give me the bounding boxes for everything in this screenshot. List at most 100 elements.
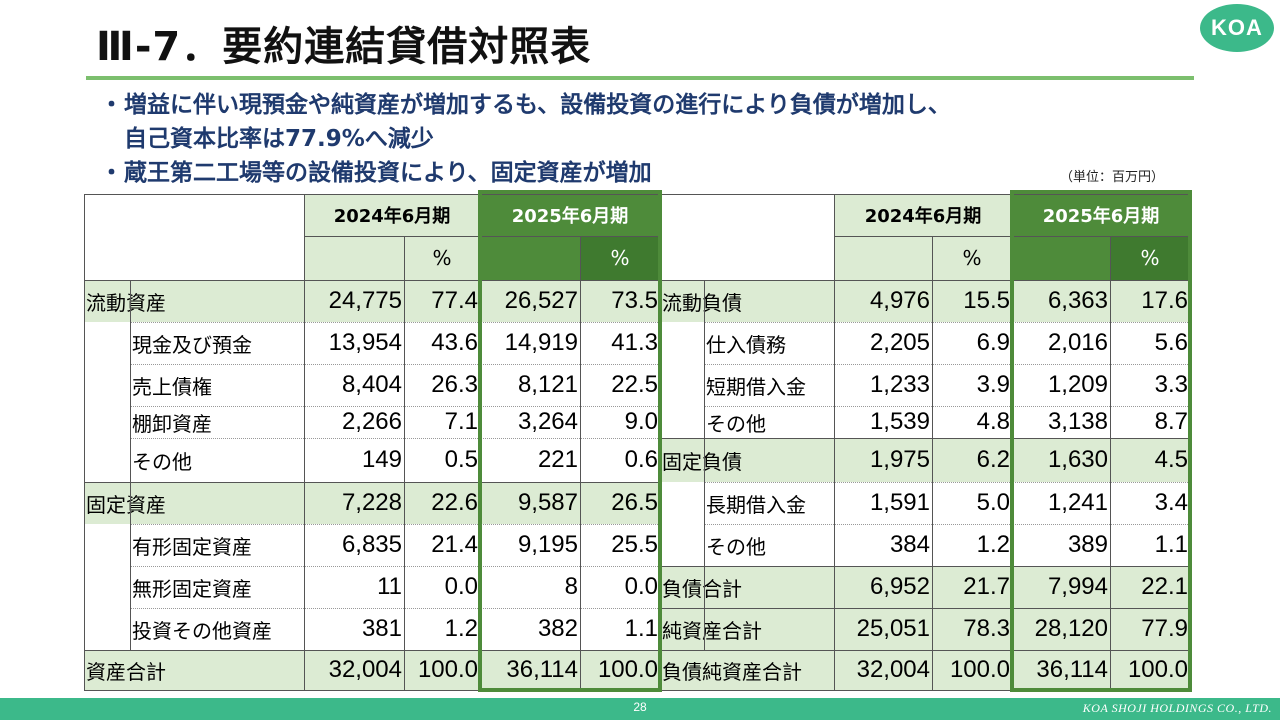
asset-value-2024: 6,835 <box>341 531 402 558</box>
highlight-frame-2025-left <box>478 190 662 692</box>
asset-value-2024: 24,775 <box>328 287 402 314</box>
table-rule <box>130 566 660 567</box>
header-pct-2025-left: % <box>580 236 660 280</box>
header-pct-2025-right: % <box>1110 236 1190 280</box>
liability-pct-2025: 1.1 <box>1154 531 1188 558</box>
liability-label: 固定負債 <box>662 449 742 474</box>
header-pct-2024-right: % <box>962 246 982 270</box>
asset-value-2024: 11 <box>377 573 402 600</box>
table-rule <box>130 608 660 609</box>
table-rule <box>130 438 660 439</box>
asset-value-2024: 32,004 <box>328 656 402 683</box>
asset-pct-2024: 22.6 <box>431 489 478 516</box>
liability-row-bg <box>660 608 1190 650</box>
header-period-2024-left: 2024年6月期 <box>333 206 451 227</box>
asset-row-bg <box>84 280 660 322</box>
liability-value-2025: 28,120 <box>1034 615 1108 642</box>
liability-row-bg <box>660 280 1190 322</box>
liability-value-2024: 2,205 <box>869 329 930 356</box>
table-rule <box>834 194 835 690</box>
asset-label: 有形固定資産 <box>132 534 252 559</box>
liability-value-2024: 32,004 <box>856 656 930 683</box>
table-rule <box>304 194 305 690</box>
asset-pct-2025: 26.5 <box>611 489 658 516</box>
asset-label: その他 <box>132 449 192 474</box>
title-rule <box>86 76 1194 80</box>
asset-row-bg <box>84 482 660 524</box>
table-rule <box>660 690 1190 691</box>
unit-note: （単位：百万円） <box>1060 170 1165 185</box>
liability-pct-2024: 21.7 <box>963 573 1010 600</box>
liability-value-2025: 389 <box>1067 531 1108 558</box>
asset-pct-2025: 22.5 <box>611 371 658 398</box>
asset-value-2024: 149 <box>361 446 402 473</box>
table-rule <box>704 364 1190 365</box>
logo-text: KOA <box>1211 15 1263 40</box>
asset-pct-2024: 7.1 <box>444 408 478 435</box>
table-rule <box>84 482 660 483</box>
table-rule <box>704 524 1190 525</box>
asset-pct-2024: 0.5 <box>444 446 478 473</box>
table-rule <box>84 650 660 651</box>
asset-pct-2024: 21.4 <box>431 531 478 558</box>
table-rule <box>704 482 1190 483</box>
table-rule <box>304 236 660 237</box>
liability-value-2025: 1,630 <box>1047 446 1108 473</box>
asset-value-2025: 26,527 <box>504 287 578 314</box>
asset-label: 売上債権 <box>132 374 212 399</box>
asset-value-2025: 9,195 <box>517 531 578 558</box>
header-pct-2024-left: % <box>432 246 452 270</box>
bullet-1-continued: 自己資本比率は77.9%へ減少 <box>124 126 434 152</box>
table-rule <box>660 280 1190 281</box>
asset-pct-2025: 25.5 <box>611 531 658 558</box>
liability-label: 流動負債 <box>662 290 742 315</box>
liability-value-2025: 2,016 <box>1047 329 1108 356</box>
liability-value-2024: 25,051 <box>856 615 930 642</box>
table-rule <box>84 690 660 691</box>
asset-value-2025: 382 <box>537 615 578 642</box>
asset-value-2024: 7,228 <box>341 489 402 516</box>
table-rule <box>660 566 1190 567</box>
liability-value-2024: 1,539 <box>869 408 930 435</box>
asset-value-2025: 8,121 <box>517 371 578 398</box>
liability-value-2024: 1,975 <box>869 446 930 473</box>
liability-label: その他 <box>706 534 766 559</box>
asset-label: 現金及び預金 <box>132 332 252 357</box>
liability-pct-2025: 8.7 <box>1154 408 1188 435</box>
asset-value-2025: 221 <box>537 446 578 473</box>
liability-value-2025: 1,209 <box>1047 371 1108 398</box>
asset-value-2024: 13,954 <box>328 329 402 356</box>
liability-pct-2024: 6.2 <box>976 446 1010 473</box>
table-rule <box>130 322 660 323</box>
table-rule <box>704 322 1190 323</box>
liability-label: その他 <box>706 411 766 436</box>
asset-label: 無形固定資産 <box>132 576 252 601</box>
liability-label: 負債純資産合計 <box>662 659 802 684</box>
liability-label: 純資産合計 <box>662 618 762 643</box>
liability-value-2025: 36,114 <box>1036 656 1108 683</box>
asset-pct-2025: 1.1 <box>624 615 658 642</box>
liability-pct-2025: 17.6 <box>1141 287 1188 314</box>
liability-value-2025: 3,138 <box>1047 408 1108 435</box>
summary-bullets: 増益に伴い現預金や純資産が増加するも、設備投資の進行により負債が増加し、 自己資… <box>100 88 951 190</box>
liability-pct-2024: 1.2 <box>976 531 1010 558</box>
asset-label: 流動資産 <box>86 290 166 315</box>
asset-pct-2025: 41.3 <box>611 329 658 356</box>
table-rule <box>130 524 660 525</box>
table-rule <box>130 406 660 407</box>
liability-value-2024: 6,952 <box>869 573 930 600</box>
asset-label: 投資その他資産 <box>132 618 272 643</box>
asset-pct-2024: 26.3 <box>431 371 478 398</box>
asset-pct-2024: 0.0 <box>444 573 478 600</box>
balance-sheet-table: 2024年6月期 2025年6月期 2024年6月期 2025年6月期%%%% 流動資産… <box>84 190 1192 692</box>
highlight-frame-2025-right <box>1010 190 1192 692</box>
liability-pct-2025: 4.5 <box>1154 446 1188 473</box>
liability-pct-2024: 78.3 <box>963 615 1010 642</box>
asset-value-2025: 8 <box>564 573 578 600</box>
liability-value-2025: 1,241 <box>1047 489 1108 516</box>
liability-pct-2025: 77.9 <box>1141 615 1188 642</box>
table-rule <box>704 406 1190 407</box>
liability-pct-2024: 100.0 <box>949 656 1010 683</box>
koa-logo: KOA <box>1200 4 1274 52</box>
asset-value-2025: 9,587 <box>517 489 578 516</box>
